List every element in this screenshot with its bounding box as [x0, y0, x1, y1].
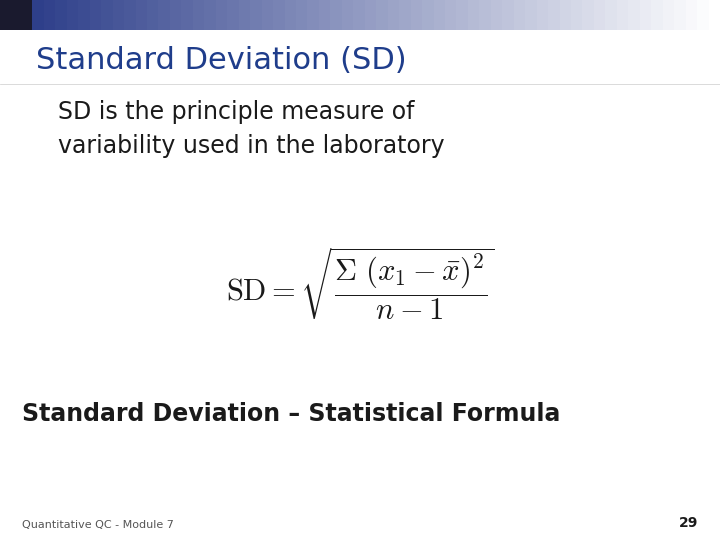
Text: SD is the principle measure of
variability used in the laboratory: SD is the principle measure of variabili… — [58, 100, 444, 158]
Text: Standard Deviation – Statistical Formula: Standard Deviation – Statistical Formula — [22, 402, 560, 426]
Text: Standard Deviation (SD): Standard Deviation (SD) — [36, 46, 407, 75]
Text: 29: 29 — [679, 516, 698, 530]
Text: $\mathrm{SD} = \sqrt{\dfrac{\Sigma\ (x_1-\bar{x})^2}{n-1}}$: $\mathrm{SD} = \sqrt{\dfrac{\Sigma\ (x_1… — [225, 245, 495, 322]
Text: Quantitative QC - Module 7: Quantitative QC - Module 7 — [22, 520, 174, 530]
